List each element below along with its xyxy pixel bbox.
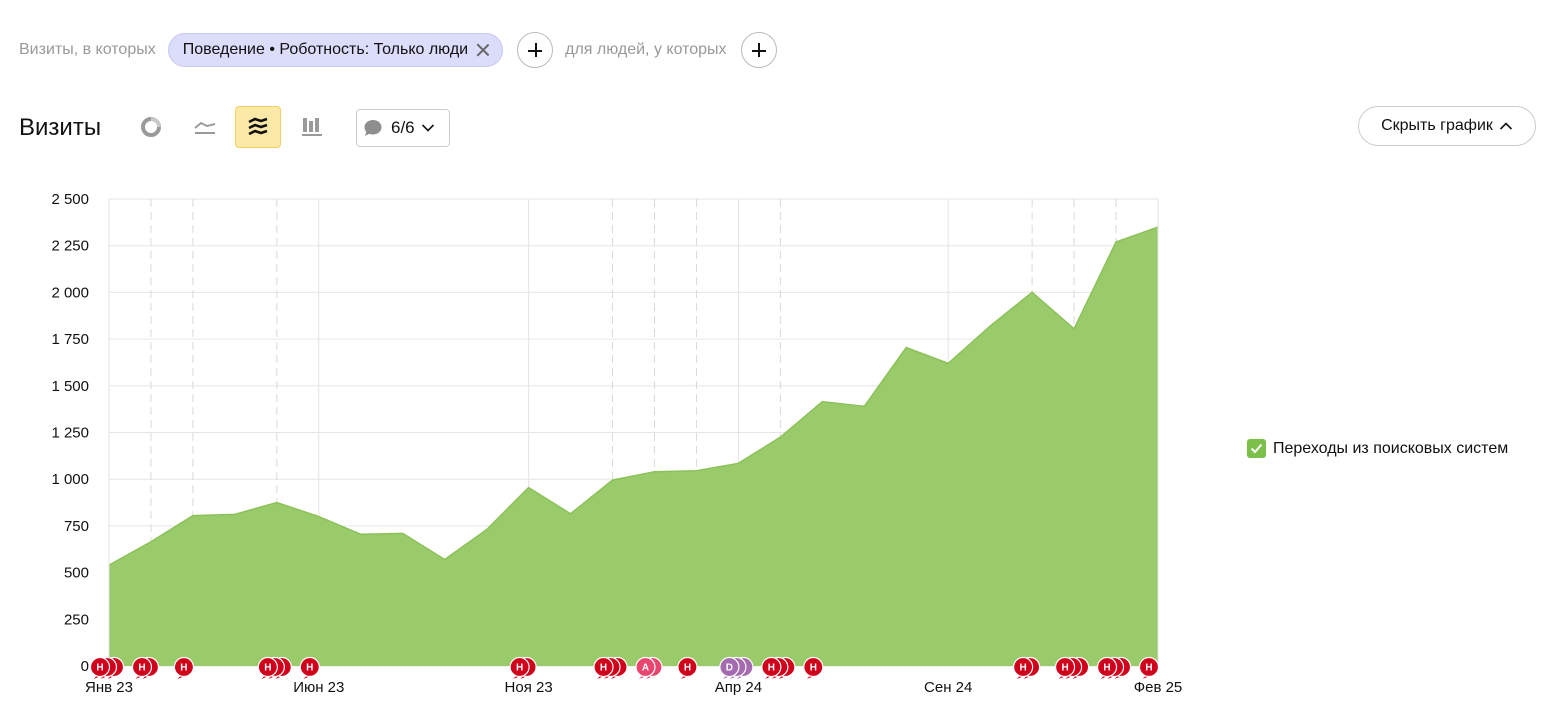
note-marker[interactable]: Н [257, 656, 292, 681]
y-tick-label: 1 000 [51, 471, 89, 488]
notes-count: 6/6 [391, 118, 415, 137]
note-marker-letter: Н [1103, 663, 1110, 674]
chart-legend: Переходы из поисковых систем [1247, 439, 1508, 458]
note-marker-letter: Н [1061, 663, 1068, 674]
filter-prefix-label: Визиты, в которых [19, 41, 156, 58]
note-marker[interactable]: Н [89, 656, 125, 681]
pie-chart-icon [141, 117, 161, 137]
notes-toggle-button[interactable]: 6/6 [356, 109, 450, 147]
note-marker-letter: Н [600, 663, 607, 674]
note-marker-letter: А [642, 663, 649, 674]
y-tick-label: 1 500 [51, 378, 89, 395]
note-marker[interactable]: Н [1054, 656, 1090, 681]
hide-chart-button[interactable]: Скрыть график [1358, 106, 1536, 146]
series-line [108, 226, 1159, 566]
chart-title: Визиты [19, 114, 102, 141]
note-marker[interactable]: Н [299, 656, 320, 681]
note-marker-letter: Н [516, 663, 523, 674]
add-people-condition-button[interactable] [740, 32, 777, 68]
filter-chip-label: Поведение • Роботность: Только люди [182, 41, 469, 58]
segment-filters: Визиты, в которых Поведение • Роботность… [19, 32, 789, 68]
note-marker-letter: Н [96, 663, 103, 674]
bar-chart-icon [302, 118, 322, 136]
y-tick-label: 250 [64, 611, 89, 628]
note-marker[interactable]: Н [1138, 656, 1160, 681]
note-marker-letter: Н [810, 663, 817, 674]
y-tick-label: 1 750 [51, 331, 89, 348]
note-marker-letter: Н [684, 663, 691, 674]
note-marker[interactable]: D [719, 656, 754, 681]
hide-chart-label: Скрыть график [1381, 117, 1493, 134]
speech-bubble-icon [364, 120, 382, 136]
legend-series-label: Переходы из поисковых систем [1273, 439, 1509, 457]
chart-type-line-button[interactable] [182, 106, 228, 148]
y-tick-label: 500 [64, 565, 89, 582]
note-marker[interactable]: Н [509, 656, 537, 681]
note-marker[interactable]: А [635, 656, 663, 681]
y-tick-label: 750 [64, 518, 89, 535]
people-filter-label: для людей, у которых [565, 41, 727, 58]
area-chart-icon [248, 117, 268, 136]
x-tick-label: Июн 23 [293, 679, 344, 696]
note-marker-letter: Н [768, 663, 775, 674]
x-tick-label: Янв 23 [85, 679, 133, 696]
note-marker[interactable]: Н [803, 656, 824, 681]
x-tick-label: Апр 24 [715, 679, 762, 696]
y-tick-label: 1 250 [51, 425, 89, 442]
note-marker[interactable]: Н [173, 656, 195, 681]
note-marker[interactable]: Н [1013, 656, 1041, 681]
filter-chip-robotness[interactable]: Поведение • Роботность: Только люди [167, 33, 504, 67]
note-marker[interactable]: Н [131, 656, 160, 681]
y-tick-label: 0 [81, 658, 89, 675]
y-tick-label: 2 000 [51, 284, 89, 301]
series-area [109, 227, 1158, 666]
x-tick-label: Фев 25 [1134, 679, 1183, 696]
note-marker-letter: Н [1145, 663, 1152, 674]
note-marker-letter: Н [138, 663, 145, 674]
x-tick-label: Сен 24 [924, 679, 972, 696]
legend-series-checkbox[interactable] [1247, 439, 1266, 458]
chart-type-bar-button[interactable] [289, 106, 335, 148]
note-marker[interactable]: Н [593, 656, 628, 681]
add-visit-condition-button[interactable] [517, 32, 554, 68]
note-marker-letter: Н [1020, 663, 1027, 674]
note-marker[interactable]: Н [761, 656, 796, 681]
x-tick-label: Ноя 23 [505, 679, 553, 696]
chart-type-pie-button[interactable] [128, 106, 174, 148]
note-marker[interactable]: Н [677, 656, 698, 681]
note-marker-letter: Н [180, 663, 187, 674]
chart-type-area-button[interactable] [235, 106, 281, 148]
y-tick-label: 2 250 [51, 238, 89, 255]
chevron-down-icon [421, 124, 434, 132]
note-marker-letter: Н [264, 663, 271, 674]
line-chart-icon [194, 121, 216, 134]
chevron-up-icon [1499, 122, 1512, 130]
check-icon [1250, 443, 1263, 454]
note-marker[interactable]: Н [1096, 656, 1132, 681]
note-marker-letter: Н [306, 663, 313, 674]
y-tick-label: 2 500 [51, 191, 89, 208]
note-marker-letter: D [726, 663, 733, 674]
